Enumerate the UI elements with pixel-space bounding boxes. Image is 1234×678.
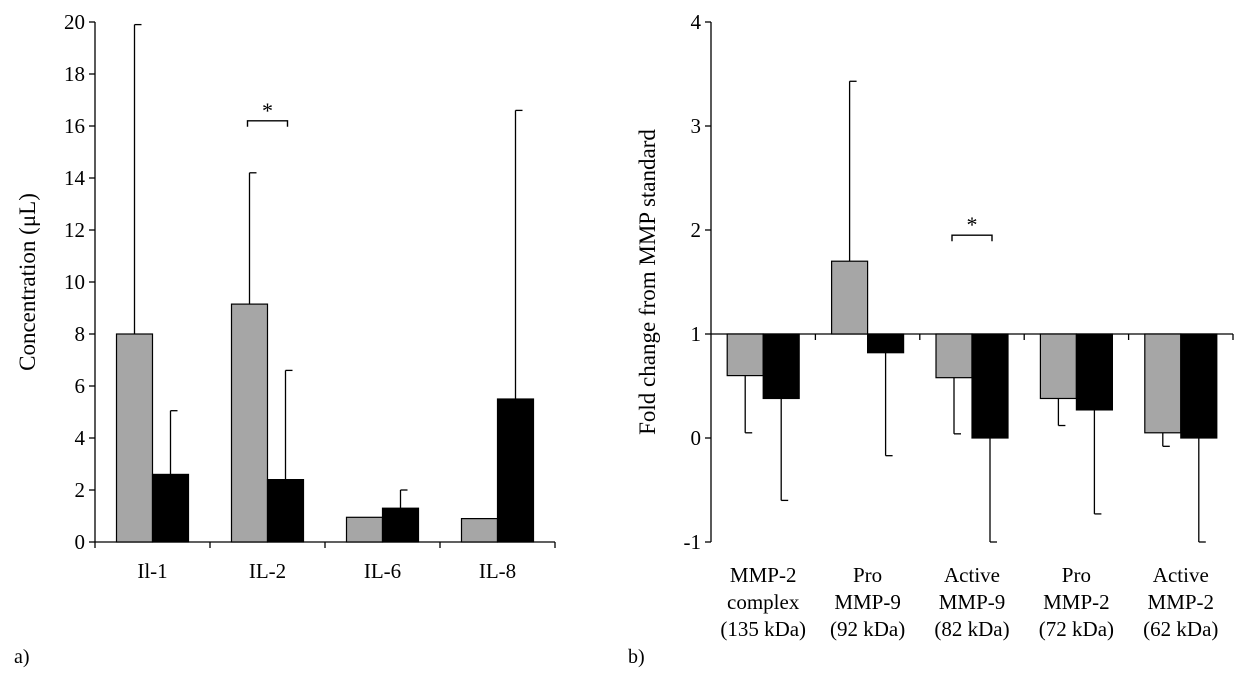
y-tick-label: 10 (64, 270, 85, 294)
bar-0-0-2 (345, 516, 384, 543)
significance-bracket-0-0 (246, 120, 289, 127)
y-tick-label: 1 (691, 322, 702, 346)
bar-1-1-3 (1075, 333, 1114, 411)
bar-1-0-1 (830, 260, 869, 335)
y-tick-label: 0 (691, 426, 702, 450)
significance-marker: * (262, 98, 273, 123)
y-tick-label: 14 (64, 166, 86, 190)
y-tick-label: 18 (64, 62, 85, 86)
y-tick-label: 8 (75, 322, 86, 346)
x-category-label: MMP-2 (1148, 590, 1215, 614)
bar-0-0-1 (230, 303, 269, 543)
y-axis-label: Concentration (μL) (15, 193, 40, 371)
x-category-label: MMP-9 (834, 590, 901, 614)
y-tick-label: 4 (691, 10, 702, 34)
x-category-label: Active (944, 563, 1000, 587)
bar-1-0-4 (1144, 333, 1182, 434)
x-category-label: MMP-2 (730, 563, 797, 587)
y-axis-label: Fold change from MMP standard (635, 129, 660, 435)
bar-1-0-3 (1039, 333, 1078, 400)
bar-1-1-2 (971, 333, 1009, 439)
bar-1-1-0 (762, 333, 800, 400)
bar-1-0-2 (935, 333, 973, 379)
x-category-label: MMP-2 (1043, 590, 1110, 614)
y-tick-label: 4 (75, 426, 86, 450)
y-tick-label: 0 (75, 530, 86, 554)
y-tick-label: 6 (75, 374, 86, 398)
x-category-label: IL-8 (479, 559, 516, 583)
significance-bracket-1-0 (951, 234, 993, 242)
bar-0-0-3 (460, 517, 499, 543)
y-tick-label: 20 (64, 10, 85, 34)
bar-1-0-0 (726, 333, 764, 377)
panel-label: b) (628, 646, 645, 668)
y-tick-label: 16 (64, 114, 85, 138)
bar-1-1-1 (866, 333, 905, 354)
bar-0-1-1 (266, 479, 305, 543)
significance-marker: * (967, 212, 978, 237)
x-category-label: Pro (1062, 563, 1091, 587)
x-category-label: Il-1 (137, 559, 167, 583)
y-tick-label: 2 (75, 478, 86, 502)
x-category-label: complex (727, 590, 800, 614)
bar-0-1-0 (151, 473, 190, 543)
x-category-label: (82 kDa) (934, 617, 1009, 641)
x-category-label: MMP-9 (939, 590, 1006, 614)
bar-0-1-3 (496, 398, 535, 543)
x-category-label: (135 kDa) (720, 617, 806, 641)
bar-1-1-4 (1180, 333, 1218, 439)
x-category-label: (92 kDa) (830, 617, 905, 641)
x-category-label: IL-2 (249, 559, 286, 583)
x-category-label: Active (1153, 563, 1209, 587)
panel-label: a) (14, 646, 30, 668)
x-category-label: Pro (853, 563, 882, 587)
y-tick-label: 3 (691, 114, 702, 138)
x-category-label: (62 kDa) (1143, 617, 1218, 641)
y-tick-label: 12 (64, 218, 85, 242)
y-tick-label: -1 (684, 530, 702, 554)
x-category-label: IL-6 (364, 559, 401, 583)
bar-0-0-0 (115, 333, 154, 543)
bar-0-1-2 (381, 507, 420, 543)
y-tick-label: 2 (691, 218, 702, 242)
x-category-label: (72 kDa) (1039, 617, 1114, 641)
